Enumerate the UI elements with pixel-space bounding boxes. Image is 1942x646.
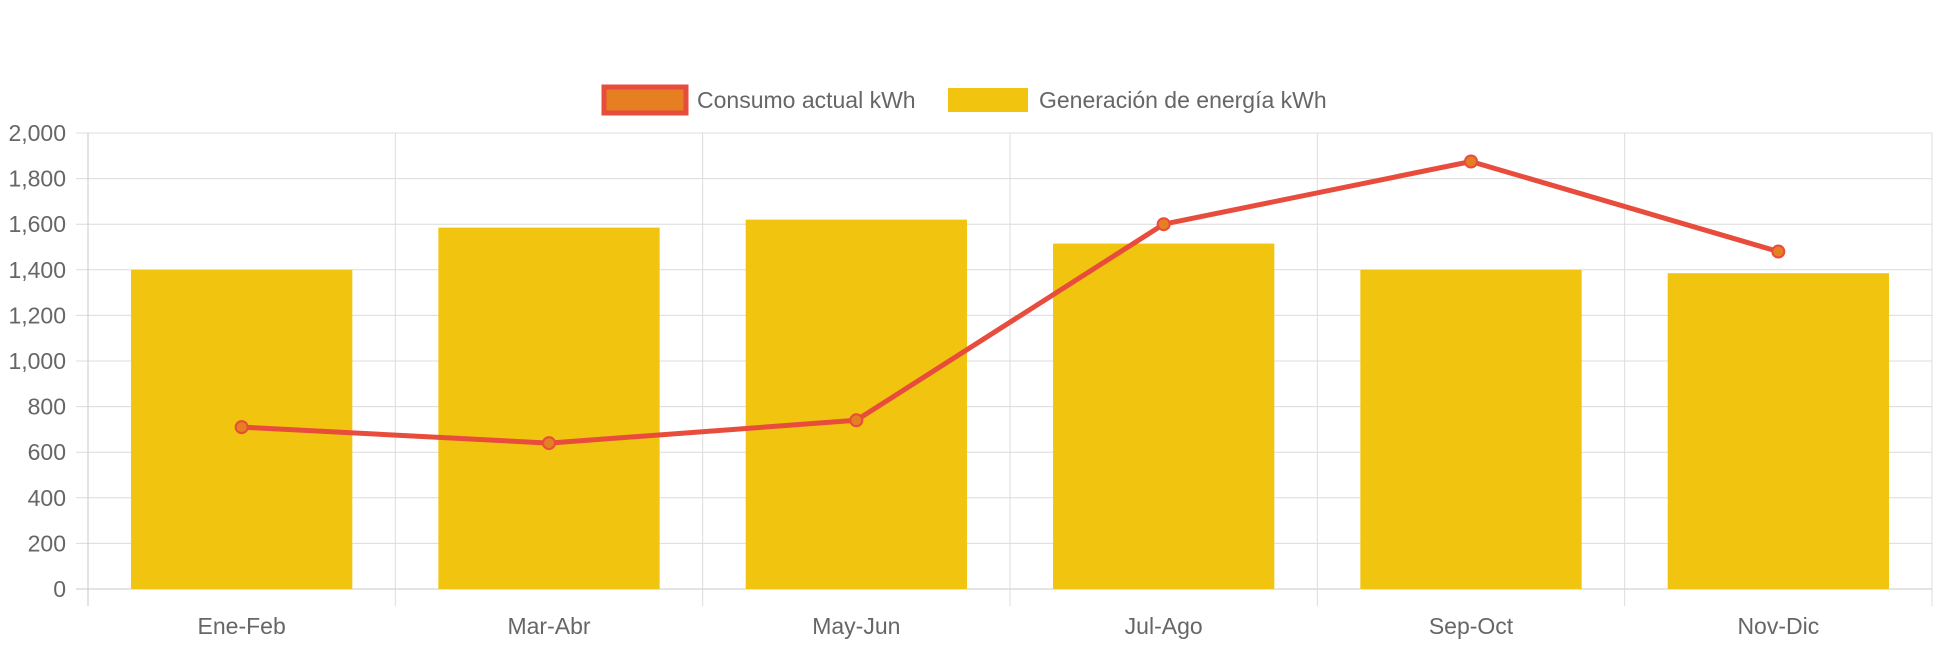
point-consumo[interactable] bbox=[542, 436, 556, 451]
line-layer bbox=[234, 154, 1786, 451]
bar-generacion[interactable] bbox=[1053, 243, 1275, 589]
point-consumo[interactable] bbox=[1464, 154, 1478, 169]
x-tick-label: Ene-Feb bbox=[198, 613, 286, 639]
legend-swatch-consumo bbox=[601, 84, 689, 116]
bar-generacion[interactable] bbox=[745, 219, 967, 589]
y-tick-label: 400 bbox=[28, 485, 66, 511]
point-consumo[interactable] bbox=[234, 420, 249, 435]
axis-layer: 0 200 400 600 800 1,000 1,200 1,400 1,600 1,800 2,… bbox=[8, 120, 1819, 639]
bar-generacion[interactable] bbox=[1360, 269, 1582, 589]
y-tick-label: 600 bbox=[28, 439, 66, 465]
legend-item-generacion[interactable]: Generación de energía kWh bbox=[948, 87, 1327, 113]
point-consumo[interactable] bbox=[1156, 217, 1171, 232]
y-tick-label: 2,000 bbox=[8, 120, 66, 146]
legend-swatch-generacion bbox=[948, 88, 1028, 112]
y-tick-label: 800 bbox=[28, 394, 66, 420]
y-tick-label: 200 bbox=[28, 530, 66, 556]
y-tick-label: 1,600 bbox=[8, 211, 66, 237]
legend-label-consumo: Consumo actual kWh bbox=[697, 87, 916, 113]
bar-generacion[interactable] bbox=[438, 227, 660, 589]
legend-label-generacion: Generación de energía kWh bbox=[1039, 87, 1327, 113]
x-tick-label: May-Jun bbox=[812, 613, 900, 639]
y-tick-label: 0 bbox=[53, 576, 66, 602]
x-tick-label: Jul-Ago bbox=[1125, 613, 1203, 639]
point-consumo[interactable] bbox=[1771, 244, 1786, 259]
y-tick-label: 1,200 bbox=[8, 302, 66, 328]
y-tick-label: 1,400 bbox=[8, 257, 66, 283]
x-tick-label: Sep-Oct bbox=[1429, 613, 1514, 639]
bars-layer bbox=[131, 219, 1889, 589]
legend-item-consumo[interactable]: Consumo actual kWh bbox=[601, 84, 916, 116]
legend: Consumo actual kWh Generación de energía… bbox=[601, 84, 1327, 116]
line-consumo bbox=[239, 159, 1781, 446]
point-consumo[interactable] bbox=[849, 413, 864, 428]
y-tick-label: 1,800 bbox=[8, 166, 66, 192]
x-tick-label: Mar-Abr bbox=[507, 613, 590, 639]
y-tick-label: 1,000 bbox=[8, 348, 66, 374]
grid-layer bbox=[76, 132, 1933, 606]
bar-generacion[interactable] bbox=[1667, 273, 1889, 589]
x-tick-label: Nov-Dic bbox=[1737, 613, 1819, 639]
